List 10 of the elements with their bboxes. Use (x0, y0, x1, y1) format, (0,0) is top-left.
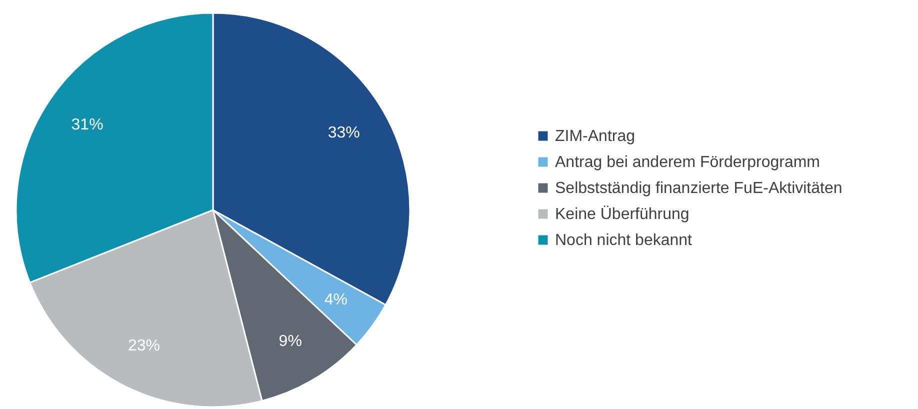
legend-label: Keine Überführung (555, 205, 690, 223)
legend-label: Antrag bei anderem Förderprogramm (555, 154, 820, 171)
data-label: 23% (128, 337, 160, 354)
legend-label: ZIM-Antrag (555, 128, 636, 145)
legend-label: Selbstständig finanzierte FuE-Aktivitäten (555, 180, 842, 197)
data-label: 31% (71, 116, 104, 134)
data-label: 9% (278, 332, 302, 350)
data-label: 33% (328, 124, 360, 142)
legend-label: Noch nicht bekannt (555, 232, 693, 249)
data-label: 4% (324, 291, 348, 308)
